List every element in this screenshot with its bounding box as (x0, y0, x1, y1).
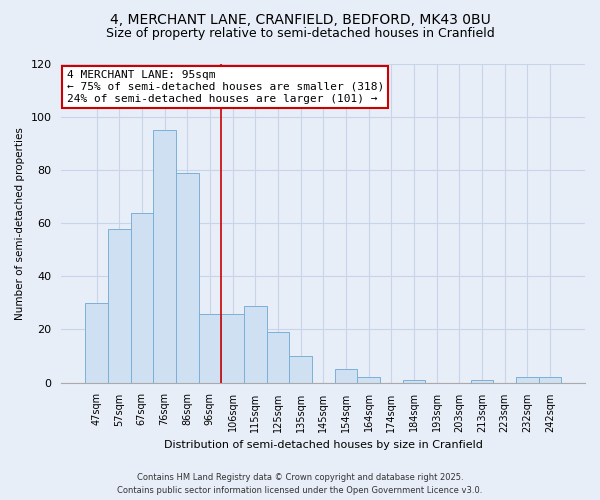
Bar (108, 228, 131, 382)
Y-axis label: Number of semi-detached properties: Number of semi-detached properties (15, 127, 25, 320)
Bar (470, 380, 493, 382)
Text: Size of property relative to semi-detached houses in Cranfield: Size of property relative to semi-detach… (106, 28, 494, 40)
Text: 4, MERCHANT LANE, CRANFIELD, BEDFORD, MK43 0BU: 4, MERCHANT LANE, CRANFIELD, BEDFORD, MK… (110, 12, 490, 26)
Bar (244, 306, 266, 382)
X-axis label: Distribution of semi-detached houses by size in Cranfield: Distribution of semi-detached houses by … (164, 440, 482, 450)
Bar (335, 370, 357, 382)
Bar (221, 314, 244, 382)
Bar (176, 173, 199, 382)
Bar (153, 130, 176, 382)
Text: 4 MERCHANT LANE: 95sqm
← 75% of semi-detached houses are smaller (318)
24% of se: 4 MERCHANT LANE: 95sqm ← 75% of semi-det… (67, 70, 384, 104)
Bar (266, 332, 289, 382)
Bar (357, 378, 380, 382)
Bar (289, 356, 312, 382)
Bar (539, 378, 561, 382)
Bar (516, 378, 539, 382)
Text: Contains HM Land Registry data © Crown copyright and database right 2025.
Contai: Contains HM Land Registry data © Crown c… (118, 473, 482, 495)
Bar (131, 212, 153, 382)
Bar (403, 380, 425, 382)
Bar (199, 314, 221, 382)
Bar (85, 303, 108, 382)
